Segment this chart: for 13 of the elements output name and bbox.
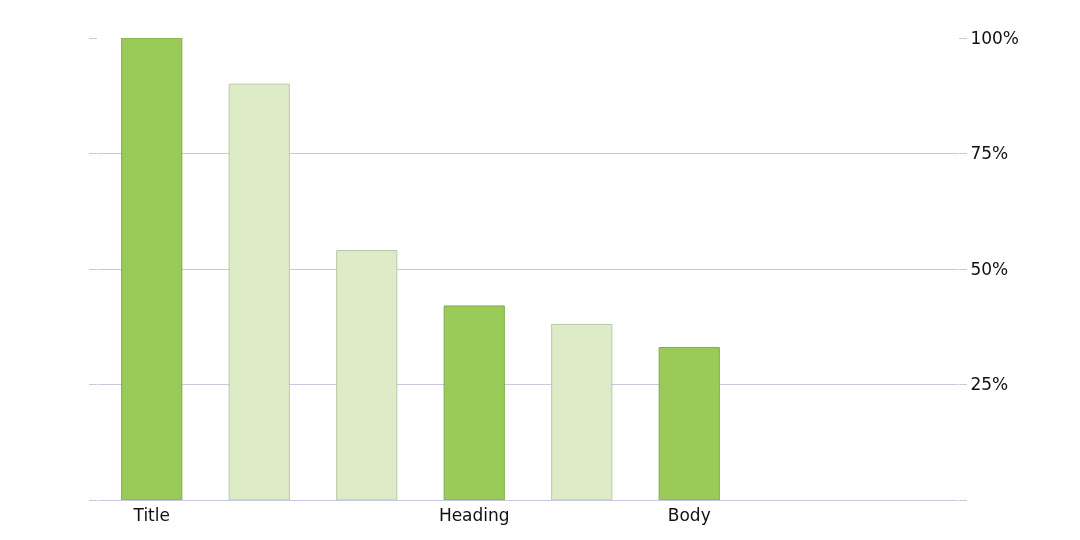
bar <box>228 83 290 500</box>
bar <box>658 347 720 500</box>
y-tick-label: 25% <box>970 374 1009 395</box>
bar <box>121 38 183 500</box>
y-tick-label: 75% <box>970 143 1009 164</box>
x-tick-label: Heading <box>438 505 510 526</box>
x-tick-label: Body <box>667 505 711 526</box>
bar <box>551 323 613 500</box>
y-tick-label: 50% <box>970 258 1009 279</box>
x-tick-label: Title <box>132 505 170 526</box>
y-tick-label: 100% <box>970 27 1020 48</box>
bar <box>443 305 505 500</box>
bar <box>336 250 398 500</box>
